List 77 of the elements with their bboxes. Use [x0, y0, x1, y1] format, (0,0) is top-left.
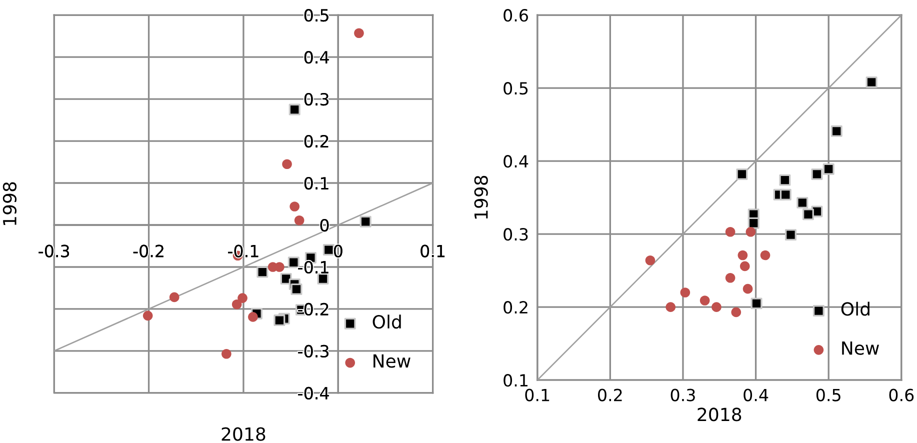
point [248, 312, 258, 322]
x-tick-label: -0.2 [133, 244, 164, 258]
point [738, 250, 748, 260]
x-tick-label: 0.1 [525, 388, 550, 402]
point [288, 256, 300, 268]
point [725, 272, 736, 283]
point [256, 266, 268, 278]
point [748, 217, 760, 229]
point [802, 208, 814, 220]
point [360, 216, 372, 228]
y-tick-label: 0.1 [504, 374, 528, 387]
x-tick-label: 0.5 [816, 388, 840, 402]
point [274, 262, 284, 272]
point [666, 302, 676, 312]
x-tick-label: 0.6 [889, 388, 914, 402]
point [232, 299, 242, 310]
point [282, 159, 292, 170]
y-tick-label: -0.4 [298, 386, 329, 400]
point [222, 348, 232, 359]
y-tick-label: -0.3 [298, 344, 328, 358]
point [740, 261, 750, 272]
point [830, 125, 842, 137]
x-tick-label: -0.1 [228, 244, 258, 258]
point [645, 255, 656, 266]
point [238, 293, 248, 303]
point [274, 314, 286, 326]
point [322, 244, 334, 256]
y-tick-label: 0 [320, 218, 329, 232]
y-axis-title: 1998 [2, 182, 17, 225]
x-axis-title: 2018 [698, 408, 742, 422]
x-tick-label: 0.1 [420, 244, 445, 258]
y-tick-label: 0.5 [304, 9, 328, 22]
point [700, 296, 710, 306]
point [760, 250, 770, 260]
point [731, 307, 742, 318]
x-tick-label: 0 [334, 244, 342, 258]
y-tick-label: 0.3 [304, 92, 328, 106]
legend-label: New [374, 354, 410, 368]
point [866, 76, 878, 88]
point [354, 28, 364, 38]
legend-label: New [842, 342, 879, 355]
y-tick-label: 0.4 [504, 155, 528, 168]
point [169, 292, 180, 302]
x-tick-label: -0.3 [38, 244, 70, 258]
legend-label: Old [841, 302, 870, 316]
point [142, 310, 153, 321]
y-axis-title: 1998 [474, 176, 488, 219]
point [680, 288, 690, 298]
y-tick-label: 0.2 [504, 301, 528, 314]
point [288, 104, 300, 116]
x-tick-label: 0.4 [744, 388, 768, 402]
point [294, 215, 304, 226]
y-tick-label: 0.2 [304, 134, 328, 148]
point [736, 168, 748, 180]
point [750, 298, 762, 310]
y-tick-label: 0.6 [504, 9, 528, 22]
point [784, 229, 796, 241]
y-tick-label: -0.1 [298, 260, 328, 274]
y-tick-label: 0.3 [504, 228, 528, 241]
point [746, 226, 756, 237]
y-tick-label: 0.5 [504, 82, 528, 95]
point [779, 174, 791, 186]
point [290, 202, 300, 212]
point [811, 168, 823, 180]
x-tick-label: 0.3 [670, 388, 695, 402]
point [290, 283, 302, 295]
point [780, 188, 792, 200]
point [822, 163, 834, 175]
x-tick-label: 0.2 [598, 388, 622, 402]
point [796, 196, 808, 208]
y-tick-label: 0.1 [304, 176, 328, 190]
point [712, 302, 722, 312]
point [742, 284, 753, 294]
x-axis-title: 2018 [222, 427, 266, 441]
point [725, 226, 736, 237]
y-tick-label: 0.4 [304, 51, 329, 64]
legend-label: Old [372, 314, 401, 329]
